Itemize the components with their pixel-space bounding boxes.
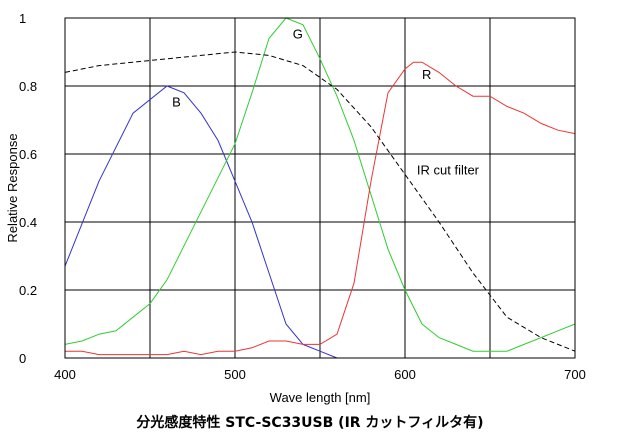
spectral-response-chart: 0 0.2 0.4 0.6 0.8 1 400 500 600 700 B G R IR cut fi… [5, 11, 586, 405]
y-tick-label: 1 [19, 11, 26, 26]
y-tick-label: 0.6 [19, 147, 37, 162]
y-tick-label: 0 [19, 351, 26, 366]
series-annotations: B G R IR cut filter [172, 26, 480, 177]
series-line-r [65, 61, 576, 356]
series-annotation: B [172, 94, 181, 109]
series-annotation: G [293, 26, 303, 41]
series-layer [64, 17, 576, 359]
series-line-g [64, 17, 576, 352]
x-tick-label: 700 [564, 367, 586, 382]
series-line-ir-cut-filter [64, 51, 576, 352]
y-tick-labels: 0 0.2 0.4 0.6 0.8 1 [19, 11, 37, 366]
y-axis-label: Relative Response [5, 133, 20, 242]
y-tick-label: 0.2 [19, 283, 37, 298]
x-tick-label: 600 [394, 367, 416, 382]
x-tick-label: 400 [54, 367, 76, 382]
y-tick-label: 0.4 [19, 215, 37, 230]
x-axis-label: Wave length [nm] [270, 390, 371, 405]
series-annotation: IR cut filter [417, 162, 480, 177]
plot-frame [64, 17, 576, 359]
x-tick-labels: 400 500 600 700 [54, 367, 586, 382]
grid [65, 18, 575, 358]
series-annotation: R [422, 67, 431, 82]
x-tick-label: 500 [224, 367, 246, 382]
chart-caption: 分光感度特性 STC-SC33USB (IR カットフィルタ有) [136, 415, 484, 431]
y-tick-label: 0.8 [19, 79, 37, 94]
